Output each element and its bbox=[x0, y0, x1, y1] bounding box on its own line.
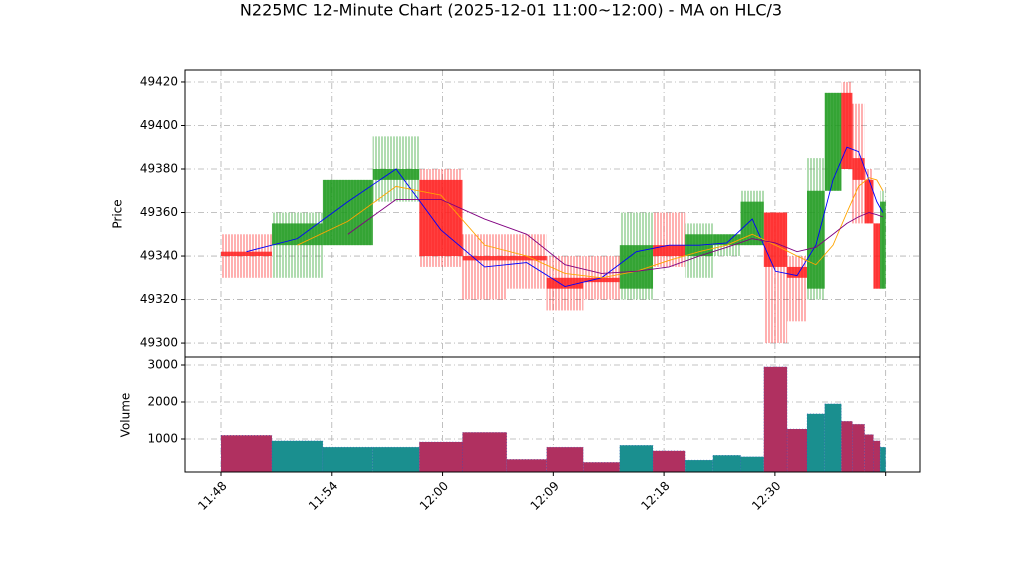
candle-body bbox=[787, 266, 808, 278]
volume-axis-label: Volume bbox=[119, 393, 133, 438]
candle-body bbox=[740, 201, 764, 246]
candle-body bbox=[712, 234, 741, 246]
x-tick-label: 12:09 bbox=[528, 479, 562, 513]
x-tick-label: 11:48 bbox=[195, 479, 229, 513]
volume-bar bbox=[583, 462, 620, 473]
candle-body bbox=[880, 201, 886, 289]
candle-body bbox=[583, 277, 620, 283]
candle-body bbox=[824, 92, 842, 191]
candle-body bbox=[546, 277, 584, 289]
volume-bar bbox=[879, 446, 886, 473]
candle-body bbox=[653, 245, 686, 257]
candle-body bbox=[419, 179, 463, 257]
y-tick-label: 49420 bbox=[140, 74, 178, 88]
ma-line bbox=[246, 146, 884, 287]
ma-line bbox=[297, 177, 884, 279]
candle-body bbox=[221, 251, 272, 257]
candle-body bbox=[852, 158, 865, 180]
y-axis-label: Price bbox=[111, 199, 125, 228]
chart-title: N225MC 12-Minute Chart (2025-12-01 11:00… bbox=[240, 1, 782, 20]
volume-bar bbox=[864, 434, 874, 473]
volume-bar bbox=[619, 445, 654, 473]
y-tick-label: 2000 bbox=[147, 394, 178, 408]
y-tick-label: 1000 bbox=[147, 431, 178, 445]
y-tick-label: 49300 bbox=[140, 336, 178, 350]
candle-body bbox=[807, 190, 825, 289]
ma-line bbox=[347, 199, 884, 274]
volume-bar bbox=[873, 440, 881, 473]
volume-bar bbox=[786, 428, 808, 473]
candle-body bbox=[506, 256, 547, 261]
x-tick-label: 12:30 bbox=[749, 479, 783, 513]
y-tick-label: 49320 bbox=[140, 292, 178, 306]
volume-bar bbox=[419, 441, 463, 473]
x-tick-label: 12:18 bbox=[638, 479, 672, 513]
x-tick-label: 11:54 bbox=[306, 479, 340, 513]
y-tick-label: 49380 bbox=[140, 162, 178, 176]
candle-body bbox=[763, 212, 788, 267]
volume-bar bbox=[271, 440, 324, 473]
volume-bar bbox=[824, 403, 842, 473]
volume-bar bbox=[546, 446, 584, 473]
candle-body bbox=[462, 256, 507, 261]
volume-bar bbox=[684, 459, 714, 473]
candle-body bbox=[271, 223, 323, 246]
candle-body bbox=[873, 223, 881, 289]
volume-frame bbox=[184, 356, 921, 473]
volume-bar bbox=[712, 455, 741, 473]
y-tick-label: 49340 bbox=[140, 249, 178, 263]
volume-bar bbox=[220, 435, 273, 473]
volume-bar bbox=[506, 459, 547, 473]
y-tick-label: 49360 bbox=[140, 205, 178, 219]
candle-body bbox=[619, 245, 654, 289]
volume-bar bbox=[322, 446, 373, 473]
volume-bar bbox=[462, 432, 508, 473]
volume-bar bbox=[852, 423, 865, 473]
y-tick-label: 3000 bbox=[147, 357, 178, 371]
x-tick-label: 12:00 bbox=[417, 479, 451, 513]
volume-bar bbox=[841, 421, 853, 473]
volume-bar bbox=[806, 413, 825, 473]
y-tick-label: 49400 bbox=[140, 118, 178, 132]
candle-range bbox=[787, 256, 808, 322]
candle-body bbox=[841, 92, 853, 170]
candle-range bbox=[653, 212, 686, 267]
candle-body bbox=[372, 169, 420, 180]
candle-body bbox=[864, 179, 874, 224]
volume-bar bbox=[740, 456, 765, 473]
volume-bar bbox=[763, 366, 788, 473]
candle-range bbox=[506, 234, 547, 289]
volume-bar bbox=[372, 446, 420, 473]
volume-bar bbox=[652, 450, 686, 473]
